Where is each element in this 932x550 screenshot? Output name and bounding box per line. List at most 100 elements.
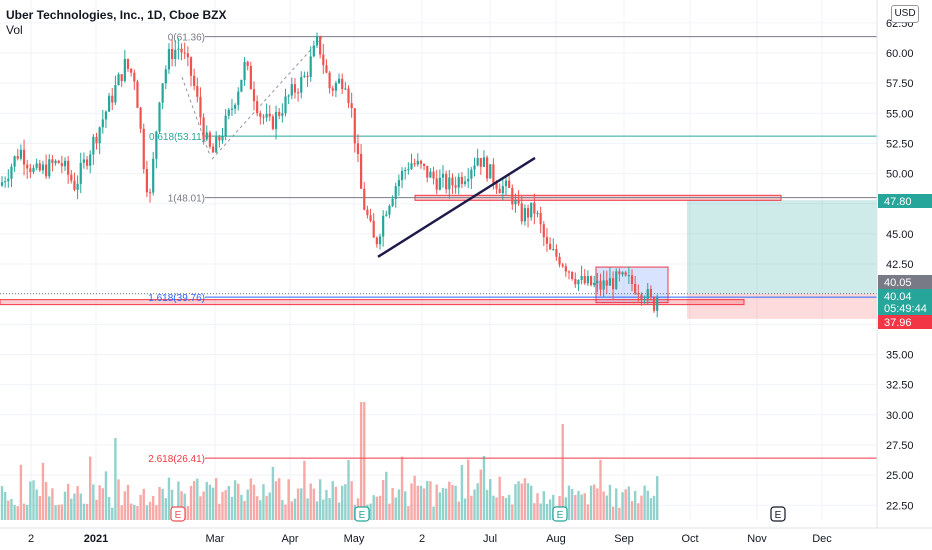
candle-body — [460, 176, 463, 184]
time-tick-label: Dec — [812, 533, 832, 545]
volume-bar — [243, 500, 246, 520]
price-tick-label: 50.00 — [886, 169, 914, 181]
volume-bar — [85, 503, 89, 520]
earnings-marker[interactable]: E — [552, 506, 568, 522]
candle-body — [35, 163, 38, 168]
candle-body — [407, 168, 410, 170]
candle-body — [366, 209, 369, 216]
volume-bar — [432, 506, 435, 520]
candle-body — [372, 220, 375, 238]
candle-body — [13, 156, 16, 167]
volume-bar — [473, 489, 476, 520]
volume-bar — [29, 481, 32, 520]
volume-bar — [548, 499, 552, 520]
candle-body — [391, 198, 394, 206]
time-tick-label: Mar — [206, 533, 225, 545]
candle-body — [262, 116, 265, 118]
candle-body — [337, 78, 341, 84]
volume-bar — [407, 506, 410, 520]
volume-bar — [640, 495, 643, 520]
candle-body — [643, 298, 646, 300]
candle-body — [117, 74, 120, 86]
candle-body — [38, 163, 41, 171]
volume-bar — [438, 492, 442, 520]
candle-body — [95, 136, 98, 144]
volume-bar — [205, 481, 208, 520]
earnings-marker[interactable]: E — [354, 506, 370, 522]
volume-bar — [41, 462, 45, 520]
volume-bar — [621, 492, 624, 520]
volume-bar — [593, 484, 596, 520]
volume-bar — [413, 475, 416, 520]
volume-bar — [63, 491, 67, 520]
volume-bar — [287, 479, 290, 520]
volume-bar — [429, 481, 432, 520]
candle-body — [111, 95, 114, 103]
volume-bar — [117, 479, 120, 520]
volume-bar — [111, 507, 114, 520]
candle-body — [126, 59, 130, 69]
candle-body — [649, 289, 652, 298]
candle-body — [539, 212, 542, 225]
volume-bar — [10, 498, 13, 520]
candle-body — [10, 166, 13, 179]
candle-body — [230, 108, 234, 110]
volume-bar — [586, 504, 590, 520]
candle-body — [224, 115, 227, 137]
candle-body — [85, 159, 89, 166]
volume-bar — [378, 495, 382, 520]
candle-body — [583, 275, 586, 284]
candle-body — [356, 143, 360, 154]
candle-body — [561, 264, 564, 267]
fib-trend-line — [181, 76, 211, 156]
candle-body — [73, 180, 76, 190]
volume-bar — [422, 488, 426, 520]
volume-bar — [66, 483, 70, 520]
candle-body — [416, 160, 419, 165]
candle-body — [193, 75, 196, 87]
volume-bar — [60, 504, 64, 520]
price-badge — [878, 289, 932, 303]
volume-bar — [218, 503, 221, 520]
candle-body — [615, 271, 618, 290]
volume-bar — [419, 485, 423, 520]
candle-body — [300, 76, 303, 93]
volume-bar — [448, 481, 451, 520]
volume-bar — [627, 486, 631, 520]
price-tick-label: 52.50 — [886, 138, 914, 150]
volume-label[interactable]: Vol — [6, 23, 23, 37]
currency-button[interactable]: USD — [891, 5, 919, 23]
candle-body — [492, 164, 495, 183]
candle-body — [369, 215, 372, 221]
volume-bar — [460, 465, 464, 520]
candle-body — [54, 160, 57, 164]
volume-bar — [249, 478, 253, 520]
volume-bar — [359, 402, 363, 520]
candle-body — [451, 177, 454, 186]
candle-body — [498, 188, 501, 194]
candle-body — [457, 176, 460, 188]
volume-bar — [309, 483, 312, 520]
volume-bar — [3, 491, 7, 520]
volume-bar — [381, 479, 385, 520]
candle-body — [602, 280, 605, 290]
earnings-marker[interactable]: E — [770, 506, 786, 522]
volume-bar — [542, 491, 545, 520]
volume-bar — [656, 476, 659, 520]
volume-bar — [507, 494, 511, 520]
volume-bar — [334, 486, 338, 520]
price-tick-label: 55.00 — [886, 108, 914, 120]
earnings-marker[interactable]: E — [170, 506, 186, 522]
volume-bar — [196, 478, 199, 520]
candle-body — [322, 54, 325, 66]
volume-bar — [202, 491, 205, 520]
volume-bar — [328, 498, 331, 520]
time-tick-label: Oct — [681, 533, 698, 545]
candle-body — [218, 136, 221, 141]
trend-line — [377, 156, 536, 258]
candle-body — [133, 72, 136, 82]
candle-body — [426, 165, 429, 178]
symbol-title[interactable]: Uber Technologies, Inc., 1D, Cboe BZX — [6, 8, 227, 22]
